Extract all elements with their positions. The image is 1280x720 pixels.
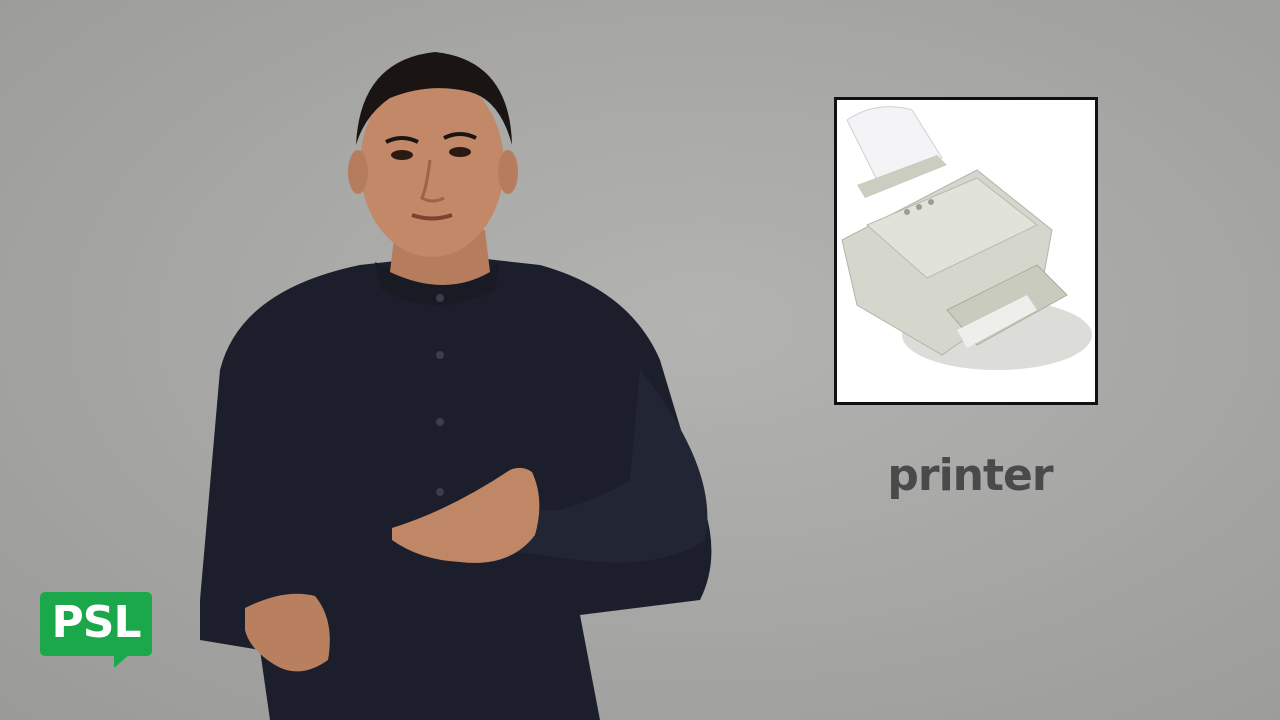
logo-text: PSL [51, 597, 142, 648]
word-label: printer [887, 450, 1053, 501]
signer-figure [200, 52, 712, 720]
logo-badge [40, 592, 152, 656]
logo-speech-tail [114, 654, 130, 668]
printer-image [841, 106, 1092, 370]
picture-card [834, 97, 1098, 405]
psl-logo: PSL [40, 592, 152, 670]
